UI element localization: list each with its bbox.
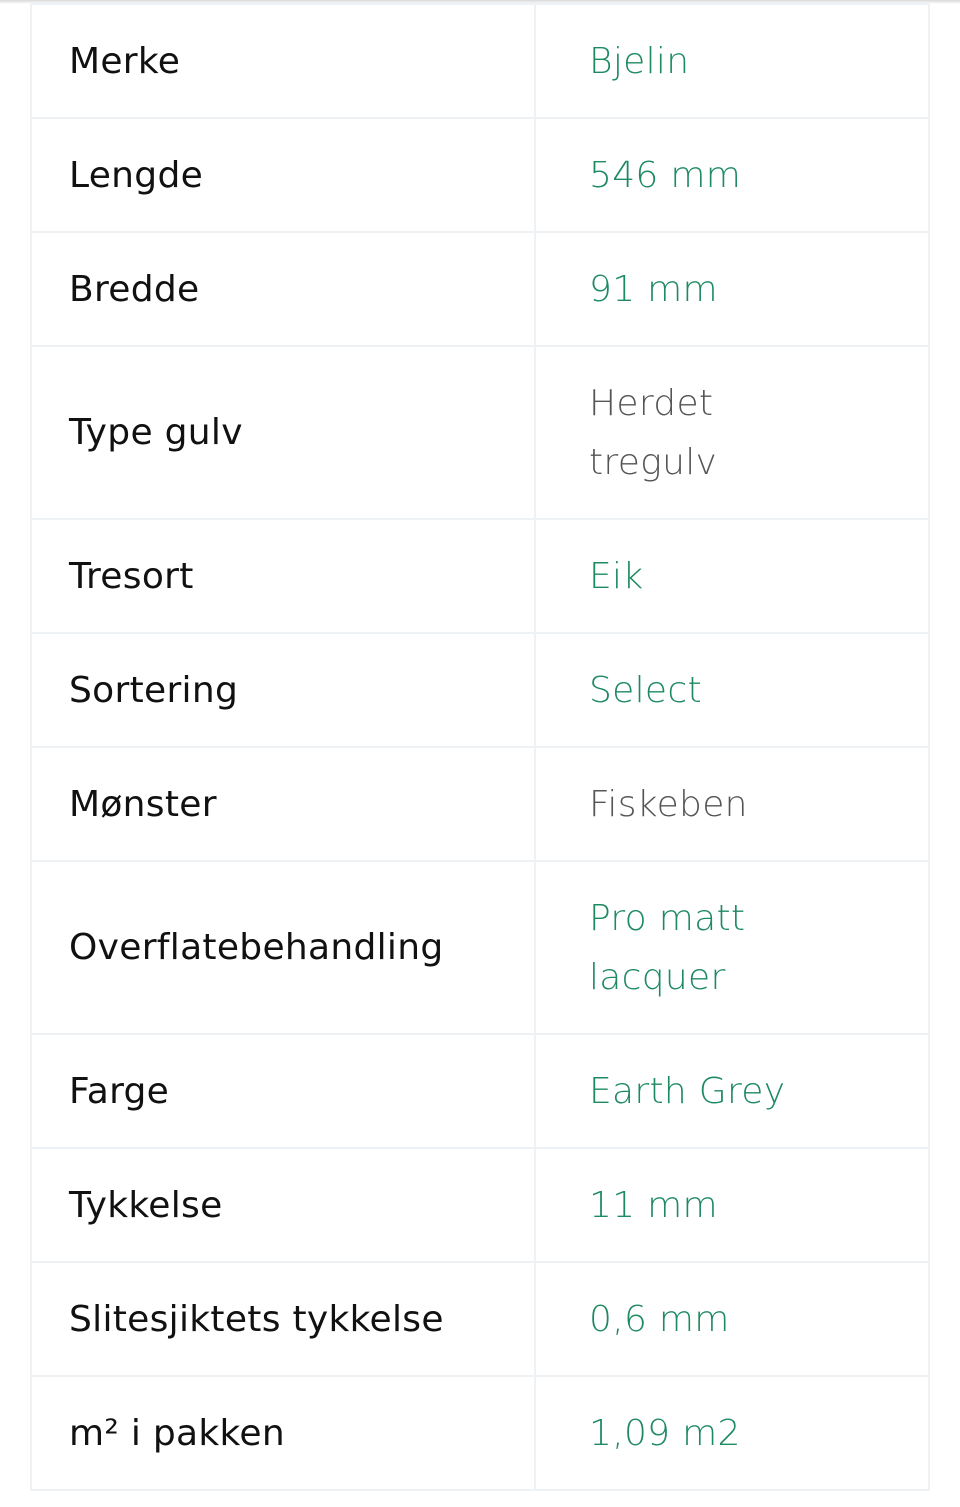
spec-value-cell: 91 mm: [534, 231, 930, 347]
spec-row: Farge Earth Grey: [30, 1033, 930, 1149]
spec-value: Herdet tregulv: [589, 382, 718, 483]
spec-label: Tresort: [30, 518, 536, 634]
spec-value-cell: 11 mm: [534, 1147, 930, 1263]
spec-value-link[interactable]: Select: [589, 669, 702, 711]
spec-label: Sortering: [30, 632, 536, 748]
spec-value-link[interactable]: 0,6 mm: [589, 1298, 730, 1340]
spec-label: m² i pakken: [30, 1375, 536, 1491]
spec-row: Tykkelse 11 mm: [30, 1147, 930, 1263]
spec-label: Farge: [30, 1033, 536, 1149]
spec-value-link[interactable]: Pro matt lacquer: [589, 897, 746, 998]
spec-value-cell: Earth Grey: [534, 1033, 930, 1149]
spec-label: Lengde: [30, 117, 536, 233]
spec-value-cell: 0,6 mm: [534, 1261, 930, 1377]
spec-value-cell: 1,09 m2: [534, 1375, 930, 1491]
spec-label: Overflatebehandling: [30, 860, 536, 1035]
spec-value-cell: 546 mm: [534, 117, 930, 233]
spec-label: Mønster: [30, 746, 536, 862]
spec-label: Type gulv: [30, 345, 536, 520]
spec-value-link[interactable]: Eik: [589, 555, 644, 597]
spec-row: Merke Bjelin: [30, 3, 930, 119]
spec-value-cell: Eik: [534, 518, 930, 634]
spec-value-cell: Pro matt lacquer: [534, 860, 930, 1035]
spec-value-link[interactable]: Bjelin: [589, 40, 690, 82]
spec-row: Sortering Select: [30, 632, 930, 748]
spec-value-cell: Bjelin: [534, 3, 930, 119]
top-shadow: [0, 0, 960, 4]
spec-row: Type gulv Herdet tregulv: [30, 345, 930, 520]
spec-value-link[interactable]: 91 mm: [589, 268, 718, 310]
spec-row: Overflatebehandling Pro matt lacquer: [30, 860, 930, 1035]
spec-row: m² i pakken 1,09 m2: [30, 1375, 930, 1491]
spec-label: Bredde: [30, 231, 536, 347]
spec-value-cell: Fiskeben: [534, 746, 930, 862]
spec-value-link[interactable]: 546 mm: [589, 154, 742, 196]
spec-value-link[interactable]: 11 mm: [589, 1184, 718, 1226]
spec-row: Tresort Eik: [30, 518, 930, 634]
spec-label: Tykkelse: [30, 1147, 536, 1263]
spec-value: Fiskeben: [589, 783, 748, 825]
spec-value-link[interactable]: Earth Grey: [589, 1070, 786, 1112]
spec-value-cell: Herdet tregulv: [534, 345, 930, 520]
spec-label: Merke: [30, 3, 536, 119]
spec-value-link[interactable]: 1,09 m2: [589, 1412, 741, 1454]
spec-row: Slitesjiktets tykkelse 0,6 mm: [30, 1261, 930, 1377]
spec-row: Lengde 546 mm: [30, 117, 930, 233]
spec-row: Mønster Fiskeben: [30, 746, 930, 862]
spec-value-cell: Select: [534, 632, 930, 748]
spec-table: Merke Bjelin Lengde 546 mm Bredde 91 mm Type g…: [30, 3, 930, 1491]
spec-row: Bredde 91 mm: [30, 231, 930, 347]
spec-label: Slitesjiktets tykkelse: [30, 1261, 536, 1377]
